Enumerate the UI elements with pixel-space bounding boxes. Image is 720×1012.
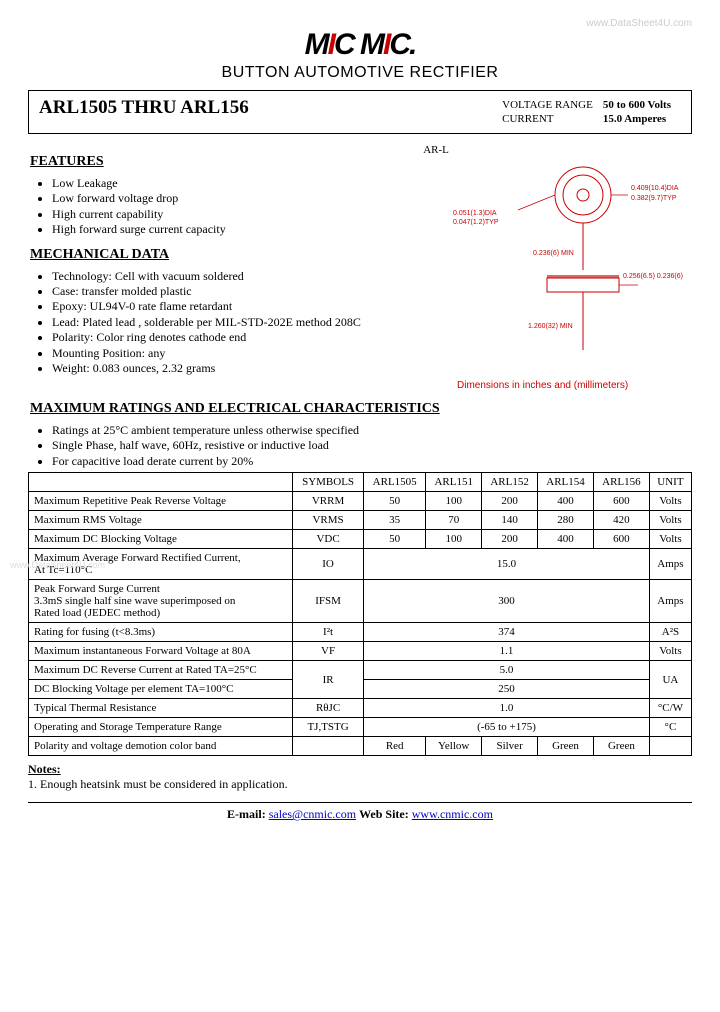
list-item: High forward surge current capacity	[52, 222, 393, 236]
table-row: Typical Thermal ResistanceRθJC 1.0 °C/W	[29, 699, 692, 718]
dim-body: 0.256(6.5) 0.236(6)DIA	[623, 273, 683, 280]
ratings-table: SYMBOLS ARL1505 ARL151 ARL152 ARL154 ARL…	[28, 472, 692, 756]
website-link[interactable]: www.cnmic.com	[412, 807, 493, 821]
table-row: Maximum Average Forward Rectified Curren…	[29, 549, 692, 580]
footer: E-mail: sales@cnmic.com Web Site: www.cn…	[28, 807, 692, 822]
list-item: Ratings at 25°C ambient temperature unle…	[52, 423, 692, 437]
table-row: Maximum DC Blocking VoltageVDC 501002004…	[29, 530, 692, 549]
notes: Notes: 1. Enough heatsink must be consid…	[28, 762, 692, 792]
list-item: Technology: Cell with vacuum soldered	[52, 269, 393, 283]
list-item: Low Leakage	[52, 176, 393, 190]
table-row: Operating and Storage Temperature RangeT…	[29, 718, 692, 737]
list-item: Case: transfer molded plastic	[52, 284, 393, 298]
ratings-intro: Ratings at 25°C ambient temperature unle…	[52, 423, 692, 468]
note-item: 1. Enough heatsink must be considered in…	[28, 777, 288, 791]
header-box: ARL1505 THRU ARL156 VOLTAGE RANGE50 to 6…	[28, 90, 692, 134]
list-item: Lead: Plated lead , solderable per MIL-S…	[52, 315, 393, 329]
dim-left-bot: 0.047(1.2)TYP	[453, 219, 499, 226]
table-row: Polarity and voltage demotion color band…	[29, 737, 692, 756]
dim-left-top: 0.051(1.3)DIA	[453, 210, 497, 217]
mechanical-list: Technology: Cell with vacuum soldered Ca…	[52, 269, 393, 376]
package-diagram: 0.409(10.4)DIA 0.382(9.7)TYP 0.051(1.3)D…	[423, 160, 692, 374]
table-row: Peak Forward Surge Current 3.3mS single …	[29, 580, 692, 623]
list-item: Weight: 0.083 ounces, 2.32 grams	[52, 361, 393, 375]
header-specs: VOLTAGE RANGE50 to 600 Volts CURRENT15.0…	[500, 97, 681, 127]
table-row: Maximum instantaneous Forward Voltage at…	[29, 642, 692, 661]
diagram-note: Dimensions in inches and (millimeters)	[393, 380, 692, 391]
dim-mid: 0.236(6) MIN	[533, 250, 574, 257]
footer-rule	[28, 802, 692, 803]
table-row: Maximum DC Reverse Current at Rated TA=2…	[29, 661, 692, 680]
list-item: Mounting Position: any	[52, 346, 393, 360]
list-item: Epoxy: UL94V-0 rate flame retardant	[52, 299, 393, 313]
table-row: Rating for fusing (t<8.3ms)I²t 374 A²S	[29, 623, 692, 642]
list-item: High current capability	[52, 207, 393, 221]
list-item: For capacitive load derate current by 20…	[52, 454, 692, 468]
email-link[interactable]: sales@cnmic.com	[269, 807, 356, 821]
features-list: Low Leakage Low forward voltage drop Hig…	[52, 176, 393, 237]
features-heading: FEATURES	[30, 154, 393, 170]
logo: MIC MIC.	[28, 28, 692, 62]
watermark-top-right: www.DataSheet4U.com	[586, 18, 692, 29]
list-item: Low forward voltage drop	[52, 191, 393, 205]
watermark-left: www.DataSheet4U.com	[10, 560, 105, 570]
dim-outer-dia: 0.409(10.4)DIA	[631, 185, 679, 192]
page-subtitle: BUTTON AUTOMOTIVE RECTIFIER	[28, 64, 692, 82]
table-header-row: SYMBOLS ARL1505 ARL151 ARL152 ARL154 ARL…	[29, 473, 692, 492]
part-range-title: ARL1505 THRU ARL156	[39, 97, 249, 119]
table-row: Maximum RMS VoltageVRMS 3570140280420 Vo…	[29, 511, 692, 530]
mechanical-heading: MECHANICAL DATA	[30, 247, 393, 263]
notes-heading: Notes:	[28, 762, 61, 776]
dim-lead: 1.260(32) MIN	[528, 323, 573, 330]
list-item: Polarity: Color ring denotes cathode end	[52, 330, 393, 344]
package-label: AR-L	[423, 144, 692, 156]
table-row: Maximum Repetitive Peak Reverse VoltageV…	[29, 492, 692, 511]
list-item: Single Phase, half wave, 60Hz, resistive…	[52, 438, 692, 452]
ratings-heading: MAXIMUM RATINGS AND ELECTRICAL CHARACTER…	[30, 401, 692, 417]
dim-typ: 0.382(9.7)TYP	[631, 195, 677, 202]
